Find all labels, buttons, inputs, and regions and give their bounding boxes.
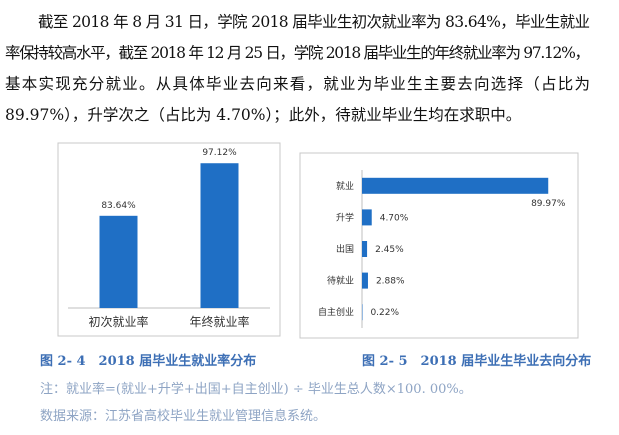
chart-frame: [57, 142, 281, 337]
value-label: 2.45%: [375, 245, 404, 255]
bar: [99, 215, 138, 308]
value-label: 4.70%: [380, 213, 409, 223]
caption: 图 2- 4 2018 届毕业生就业率分布: [40, 353, 256, 369]
paragraph-line: 基本实现充分就业。从具体毕业去向来看，就业为毕业生主要去向选择（占比为: [5, 75, 590, 93]
note: 注：就业率=(就业+升学+出国+自主创业) ÷ 毕业生总人数×100. 00%。: [40, 381, 472, 397]
value-label: 83.64%: [101, 201, 136, 211]
category-label: 年终就业率: [189, 314, 249, 329]
category-label: 自主创业: [318, 306, 354, 318]
caption: 图 2- 5 2018 届毕业生毕业去向分布: [362, 353, 591, 369]
value-label: 97.12%: [202, 148, 237, 158]
bar: [362, 177, 549, 194]
category-label: 出国: [336, 243, 354, 255]
note: 数据来源：江苏省高校毕业生就业管理信息系统。: [40, 408, 326, 424]
bar: [362, 209, 372, 226]
value-label: 0.22%: [370, 308, 399, 318]
paragraph-line: 截至 2018 年 8 月 31 日，学院 2018 届毕业生初次就业率为 83…: [38, 12, 590, 31]
category-label: 待就业: [327, 275, 354, 287]
bar: [362, 241, 368, 257]
value-label: 2.88%: [376, 277, 405, 287]
category-label: 初次就业率: [88, 314, 148, 329]
bar: [362, 272, 368, 289]
category-label: 就业: [336, 180, 354, 192]
bar: [200, 163, 239, 308]
paragraph-line: 89.97%），升学次之（占比为 4.70%）；此外，待就业毕业生均在求职中。: [5, 106, 521, 124]
chart-frame: [299, 152, 579, 339]
category-label: 升学: [336, 211, 354, 223]
paragraph-line: 率保持较高水平，截至 2018 年 12 月 25 日，学院 2018 届毕业生…: [5, 43, 590, 62]
value-label: 89.97%: [531, 199, 566, 209]
